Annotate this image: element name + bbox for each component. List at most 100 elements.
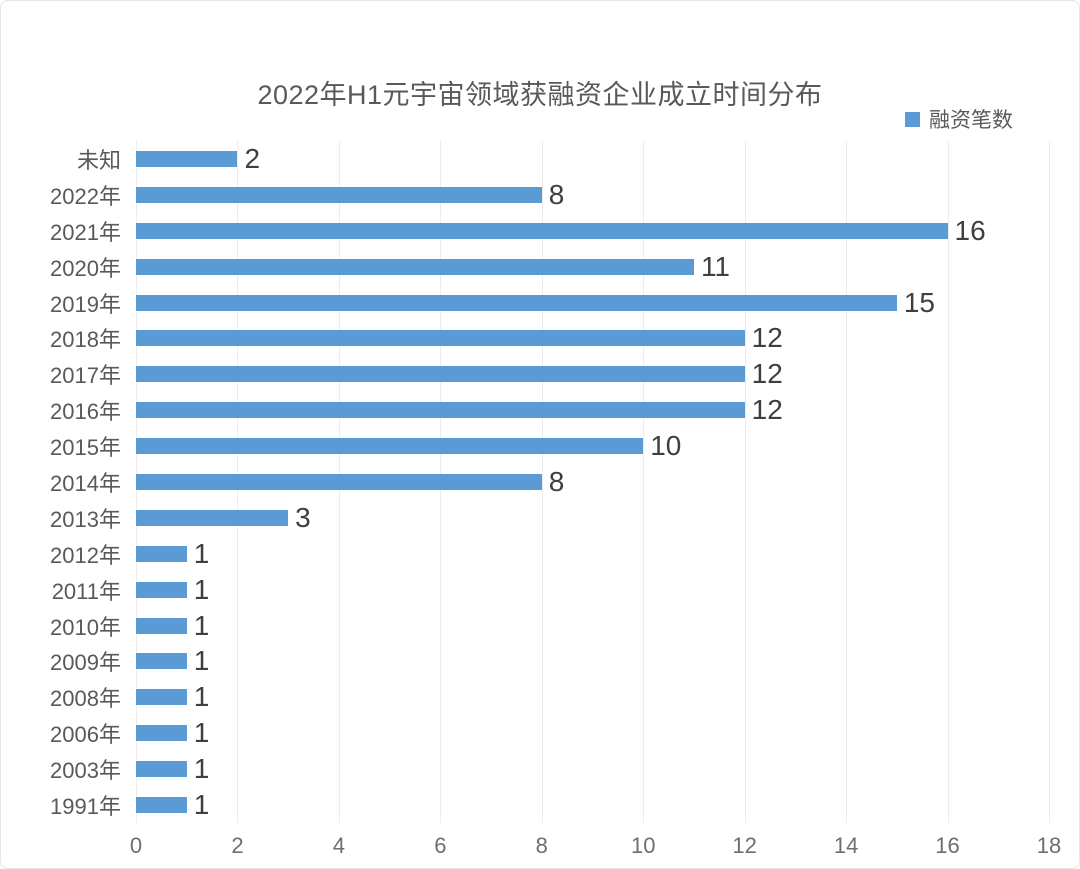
bar-row: 2003年 1 — [1, 751, 1049, 787]
x-tick-label: 8 — [535, 833, 548, 858]
bar-value-label: 12 — [751, 394, 783, 426]
x-tick-label: 16 — [935, 833, 960, 858]
category-label: 2020年 — [50, 255, 121, 281]
x-tick-label: 10 — [630, 833, 656, 858]
gridline — [846, 141, 848, 823]
bar-row: 2012年 1 — [1, 536, 1049, 572]
bar-value-label: 1 — [193, 681, 210, 713]
bar — [136, 366, 745, 383]
bar — [136, 796, 187, 813]
category-label: 2012年 — [50, 542, 121, 568]
category-label: 2017年 — [50, 363, 121, 389]
category-label: 2016年 — [50, 399, 121, 425]
gridline — [947, 141, 949, 823]
bar-row: 2006年 1 — [1, 715, 1049, 751]
gridline — [643, 141, 645, 823]
bar-track: 1 — [136, 679, 1049, 715]
bar-track: 10 — [136, 428, 1049, 464]
bar-row: 2017年 12 — [1, 356, 1049, 392]
bar-track: 1 — [136, 643, 1049, 679]
bar-track: 1 — [136, 572, 1049, 608]
category-label: 2009年 — [50, 650, 121, 676]
x-tick-label: 6 — [434, 833, 447, 858]
bar — [136, 222, 948, 239]
bar-row: 2013年 3 — [1, 500, 1049, 536]
bar-row: 2021年 16 — [1, 213, 1049, 249]
bar-track: 12 — [136, 320, 1049, 356]
x-tick-label: 18 — [1036, 833, 1062, 858]
bar-value-label: 3 — [295, 501, 311, 533]
category-label: 2015年 — [50, 435, 121, 461]
bar-value-label: 8 — [548, 465, 565, 497]
bar-track: 12 — [136, 392, 1049, 428]
bar — [136, 689, 187, 706]
legend: 融资笔数 — [905, 104, 1013, 134]
bar — [136, 294, 897, 311]
x-tick-label: 12 — [732, 833, 757, 858]
bar — [136, 581, 187, 598]
gridline — [1049, 141, 1050, 823]
bar-track: 3 — [136, 500, 1049, 536]
category-label: 1991年 — [50, 793, 121, 819]
legend-label: 融资笔数 — [929, 109, 1013, 132]
bar — [136, 438, 644, 455]
bar-row: 2008年 1 — [1, 679, 1049, 715]
bar-row: 2014年 8 — [1, 464, 1049, 500]
bar-track: 1 — [136, 715, 1049, 751]
legend-swatch-icon — [905, 111, 920, 127]
category-label: 2013年 — [50, 506, 121, 532]
bar — [136, 402, 745, 419]
bar-row: 2022年 8 — [1, 177, 1049, 213]
category-label: 2010年 — [50, 614, 121, 640]
bar-track: 1 — [136, 751, 1049, 787]
bar-value-label: 1 — [193, 717, 210, 749]
bar-value-label: 1 — [193, 753, 210, 785]
bar-value-label: 10 — [650, 430, 682, 462]
category-label: 2021年 — [50, 219, 121, 245]
bar-track: 8 — [136, 177, 1049, 213]
bar-track: 2 — [136, 141, 1049, 177]
bar-row: 2016年 12 — [1, 392, 1049, 428]
bar-value-label: 2 — [244, 142, 261, 174]
bar-track: 8 — [136, 464, 1049, 500]
bar-row: 1991年 1 — [1, 787, 1049, 823]
category-label: 2019年 — [50, 291, 121, 317]
gridline — [744, 141, 746, 823]
bar-row: 2018年 12 — [1, 320, 1049, 356]
bar-track: 1 — [136, 787, 1049, 823]
x-tick-label: 14 — [833, 833, 859, 858]
bar-row: 2010年 1 — [1, 608, 1049, 644]
category-label: 2003年 — [50, 758, 121, 784]
category-label: 2022年 — [50, 183, 121, 209]
bar-row: 未知 2 — [1, 141, 1049, 177]
bar-value-label: 11 — [700, 250, 731, 282]
bar-track: 12 — [136, 356, 1049, 392]
bar — [136, 186, 542, 203]
bar — [136, 258, 694, 275]
bar — [136, 725, 187, 742]
bar-value-label: 1 — [193, 573, 210, 605]
bar-track: 16 — [136, 213, 1049, 249]
bar — [136, 545, 187, 562]
bar-value-label: 1 — [193, 537, 210, 569]
bar-value-label: 16 — [954, 214, 986, 246]
bar-row: 2015年 10 — [1, 428, 1049, 464]
bar — [136, 653, 187, 670]
bar — [136, 617, 187, 634]
bar — [136, 509, 289, 526]
category-label: 2006年 — [50, 722, 121, 748]
bar-track: 15 — [136, 285, 1049, 321]
category-label: 2011年 — [51, 578, 121, 604]
chart-title: 2022年H1元宇宙领域获融资企业成立时间分布 — [257, 80, 823, 110]
bar-value-label: 1 — [193, 609, 210, 641]
category-label: 2008年 — [50, 686, 121, 712]
bar — [136, 761, 187, 778]
bar-track: 1 — [136, 536, 1049, 572]
bar-value-label: 12 — [751, 358, 783, 390]
bar-value-label: 8 — [548, 178, 565, 210]
category-label: 2018年 — [50, 327, 121, 353]
bar-row: 2011年 1 — [1, 572, 1049, 608]
bar-row: 2019年 15 — [1, 285, 1049, 321]
bar-rows: 未知 2 2022年 8 2021年 16 2020年 11 2019年 15 — [1, 141, 1049, 823]
